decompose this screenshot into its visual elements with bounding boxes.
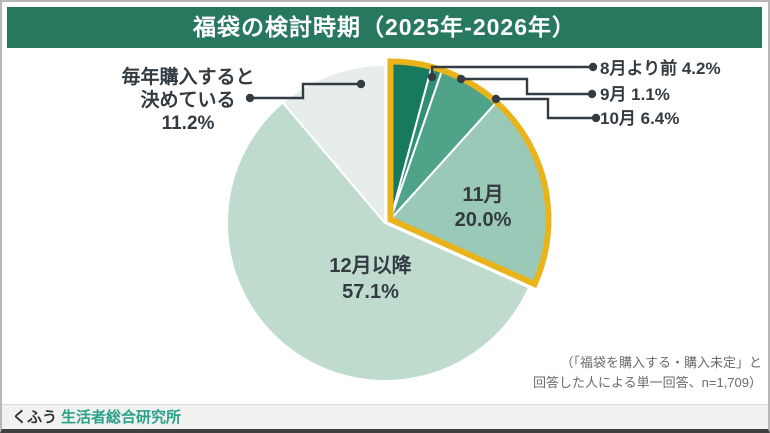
callout-september: 9月 1.1% [600,85,670,104]
callout-pre-august: 8月より前 4.2% [600,59,721,78]
callout-october: 10月 6.4% [600,109,680,128]
leader-decided-every-year-dot-slice [356,79,366,89]
page-title: 福袋の検討時期（2025年-2026年） [193,14,576,40]
label-november: 11月 20.0% [433,183,533,233]
leader-pre-august-dot-label [588,62,598,72]
leader-september-dot-slice [456,74,466,84]
callout-decided-every-year-value: 11.2% [161,113,215,134]
label-november-name: 11月 [462,184,504,206]
leader-pre-august-dot-slice [427,72,437,82]
callout-decided-every-year-line1: 毎年購入すると [121,67,255,88]
callout-decided-every-year: 毎年購入すると 決めている 11.2% [98,66,278,135]
leader-october-dot-label [591,113,601,123]
label-december-or-later: 12月以降 57.1% [308,253,433,305]
label-november-value: 20.0% [454,209,512,231]
survey-note-line2: 回答した人による単一回答、n=1,709） [533,375,762,390]
highlight-outline [387,58,552,288]
survey-note-line1: （「福袋を購入する・購入未定」と [560,355,762,370]
label-december-value: 57.1% [342,281,399,303]
pie-slice-decided-every-year [281,64,386,224]
leader-decided-every-year-dot-label [245,93,255,103]
leader-decided-every-year [250,82,361,100]
leader-september-dot-label [587,89,597,99]
title-bar: 福袋の検討時期（2025年-2026年） [7,7,762,48]
label-december-name: 12月以降 [329,255,412,277]
leader-september [461,77,592,96]
pie-slice-december-or-later [226,101,531,382]
brand-prefix: くふう [12,409,58,426]
leader-october [496,97,596,120]
callout-decided-every-year-line2: 決めている [140,90,236,111]
brand-logo: くふう 生活者総合研究所 [12,405,182,429]
survey-note: （「福袋を購入する・購入未定」と 回答した人による単一回答、n=1,709） [533,353,762,393]
leader-october-dot-slice [491,94,501,104]
footer-bar: くふう 生活者総合研究所 [2,404,768,429]
brand-name: 生活者総合研究所 [61,409,182,426]
